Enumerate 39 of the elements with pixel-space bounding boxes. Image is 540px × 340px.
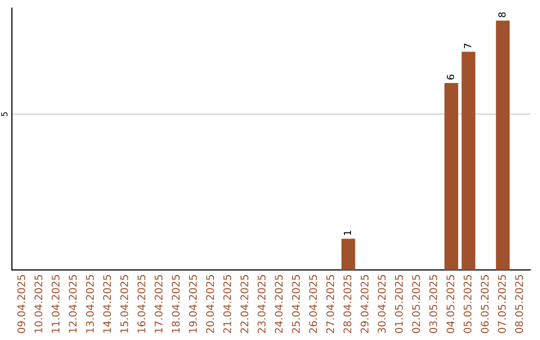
bar <box>444 82 458 270</box>
data-label: 8 <box>498 12 506 18</box>
x-tick-label: 08.05.2025 <box>515 275 524 334</box>
data-label: 6 <box>446 74 454 80</box>
x-tick-label: 23.04.2025 <box>258 275 266 334</box>
x-tick-label: 17.04.2025 <box>154 275 163 333</box>
x-tick-label: 30.04.2025 <box>378 275 386 333</box>
data-label: 1 <box>344 230 352 235</box>
x-tick-label: 24.04.2025 <box>274 275 283 334</box>
data-label: 7 <box>464 44 472 48</box>
x-tick-label: 09.04.2025 <box>17 275 26 334</box>
x-tick-label: 22.04.2025 <box>240 275 248 334</box>
bar <box>462 52 476 270</box>
bar <box>496 20 510 270</box>
x-tick-label: 29.04.2025 <box>360 275 369 334</box>
x-tick-label: 21.04.2025 <box>223 275 232 334</box>
x-tick-label: 19.04.2025 <box>188 275 197 333</box>
x-tick-label: 18.04.2025 <box>172 275 180 333</box>
x-tick-label: 13.04.2025 <box>86 275 94 333</box>
x-tick-label: 15.04.2025 <box>120 275 128 333</box>
x-tick-label: 05.05.2025 <box>464 275 472 334</box>
x-tick-label: 11.04.2025 <box>52 275 60 333</box>
x-tick-label: 10.04.2025 <box>34 275 42 333</box>
x-tick-label: 28.04.2025 <box>343 275 352 334</box>
x-tick-label: 12.04.2025 <box>68 275 77 333</box>
x-tick-label: 25.04.2025 <box>292 275 300 334</box>
y-tick-label: 5 <box>1 112 8 116</box>
x-tick-label: 01.05.2025 <box>394 275 403 334</box>
x-tick-label: 16.04.2025 <box>137 275 146 333</box>
x-tick-label: 06.05.2025 <box>480 275 489 334</box>
x-tick-label: 20.04.2025 <box>206 275 214 334</box>
x-tick-label: 14.04.2025 <box>103 275 112 333</box>
x-tick-label: 03.05.2025 <box>429 275 438 334</box>
x-tick-label: 27.04.2025 <box>326 275 334 334</box>
x-tick-label: 07.05.2025 <box>498 275 506 334</box>
bar <box>341 238 356 270</box>
x-tick-label: 02.05.2025 <box>412 275 420 334</box>
x-tick-label: 04.05.2025 <box>446 275 454 334</box>
x-tick-label: 26.04.2025 <box>309 275 318 334</box>
